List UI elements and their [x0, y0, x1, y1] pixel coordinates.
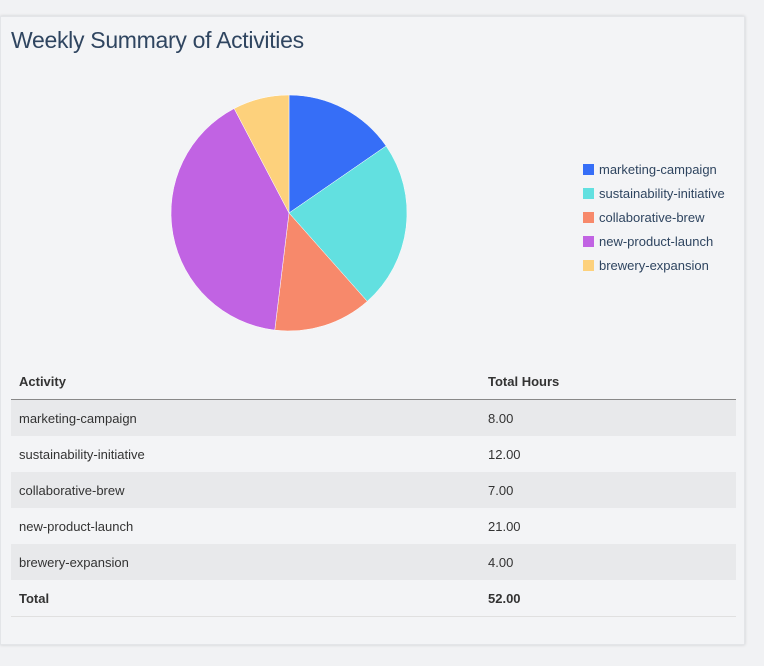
total-value: 52.00	[480, 580, 736, 617]
legend-swatch	[583, 211, 594, 223]
page-title: Weekly Summary of Activities	[11, 27, 304, 53]
hours-cell: 21.00	[488, 518, 521, 534]
pie-slice-sustainability-initiative[interactable]	[288, 145, 408, 302]
activity-cell: new-product-launch	[19, 518, 134, 534]
legend-item[interactable]: brewery-expansion	[583, 253, 725, 277]
pie-chart	[170, 94, 408, 332]
activity-cell: brewery-expansion	[11, 544, 480, 580]
table-header-row: Activity Total Hours	[11, 364, 736, 400]
legend-label: brewery-expansion	[599, 257, 709, 273]
legend-item[interactable]: sustainability-initiative	[583, 181, 725, 205]
pie-slice-marketing-campaign[interactable]	[288, 94, 387, 214]
chart-legend: marketing-campaign sustainability-initiat…	[583, 157, 725, 277]
table-row: marketing-campaign 8.00	[11, 399, 736, 436]
legend-label: sustainability-initiative	[599, 185, 725, 201]
total-row: Total 52.00	[11, 580, 736, 617]
table-row: brewery-expansion 4.00	[11, 544, 736, 580]
hours-cell: 7.00	[480, 472, 736, 508]
legend-label: collaborative-brew	[599, 209, 705, 225]
table-row: new-product-launch 21.00	[11, 508, 736, 544]
table-row: sustainability-initiative 12.00	[11, 436, 736, 472]
legend-item[interactable]: marketing-campaign	[583, 157, 725, 181]
legend-swatch	[583, 163, 594, 175]
summary-card: Weekly Summary of Activities marketing-c…	[0, 16, 745, 645]
pie-slice-brewery-expansion[interactable]	[233, 94, 290, 214]
pie-slice-collaborative-brew[interactable]	[274, 212, 368, 332]
activity-cell: marketing-campaign	[11, 399, 480, 436]
hours-cell: 8.00	[480, 399, 736, 436]
activity-cell: sustainability-initiative	[19, 446, 145, 462]
legend-item[interactable]: collaborative-brew	[583, 205, 725, 229]
legend-label: marketing-campaign	[599, 161, 717, 177]
hours-cell: 4.00	[480, 544, 736, 580]
legend-item[interactable]: new-product-launch	[583, 229, 725, 253]
legend-swatch	[583, 187, 594, 199]
header-activity: Activity	[11, 364, 480, 400]
legend-swatch	[583, 235, 594, 247]
pie-slice-new-product-launch[interactable]	[170, 108, 290, 331]
table-row: collaborative-brew 7.00	[11, 472, 736, 508]
legend-swatch	[583, 259, 594, 271]
legend-label: new-product-launch	[599, 233, 714, 249]
activity-cell: collaborative-brew	[11, 472, 480, 508]
hours-cell: 12.00	[488, 446, 521, 462]
header-total-hours: Total Hours	[480, 364, 736, 400]
activity-table: Activity Total Hours marketing-campaign 8…	[11, 364, 736, 617]
total-label: Total	[11, 580, 480, 617]
